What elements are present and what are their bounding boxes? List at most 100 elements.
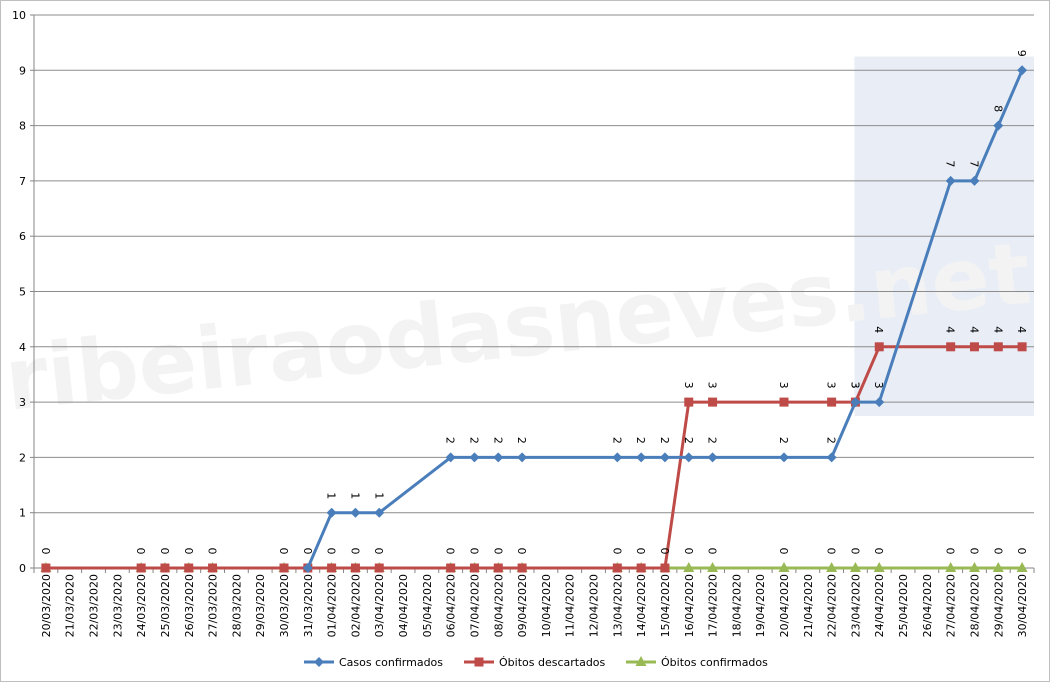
data-label: 2: [491, 437, 504, 444]
legend-marker: [474, 657, 484, 667]
data-point: [945, 175, 956, 186]
data-point: [849, 562, 861, 572]
data-point: [827, 397, 837, 407]
data-label: 0: [872, 548, 885, 555]
data-point: [993, 120, 1004, 131]
data-point: [708, 397, 718, 407]
data-label: 0: [610, 548, 623, 555]
x-tick-label: 02/04/2020: [349, 574, 362, 637]
x-tick-label: 05/04/2020: [421, 574, 434, 637]
data-point: [302, 563, 313, 573]
y-tick-label: 1: [19, 507, 26, 520]
data-label: 0: [967, 548, 980, 555]
data-point: [945, 562, 957, 572]
data-point: [350, 507, 361, 518]
data-label: 4: [1015, 326, 1028, 333]
data-label: 0: [634, 548, 647, 555]
x-tick-label: 27/04/2020: [945, 574, 958, 637]
data-label: 3: [848, 382, 861, 389]
data-point: [612, 452, 623, 463]
data-label: 0: [444, 548, 457, 555]
data-label: 2: [444, 437, 457, 444]
data-point: [660, 563, 670, 573]
data-point: [279, 563, 289, 573]
data-point: [350, 563, 360, 573]
data-point: [160, 563, 170, 573]
data-point: [779, 397, 789, 407]
y-tick-label: 3: [19, 396, 26, 409]
data-point: [636, 452, 647, 463]
data-label: 7: [944, 160, 957, 167]
x-tick-label: 24/04/2020: [873, 574, 886, 637]
data-label: 0: [467, 548, 480, 555]
data-label: 0: [1015, 548, 1028, 555]
series-1: [302, 65, 1028, 573]
series-2: [41, 342, 1027, 573]
x-tick-label: 31/03/2020: [302, 574, 315, 637]
y-tick-label: 0: [19, 562, 26, 575]
data-point: [517, 563, 527, 573]
y-tick-label: 8: [19, 120, 26, 133]
data-label: 0: [682, 548, 695, 555]
data-point: [873, 562, 885, 572]
x-tick-label: 03/04/2020: [373, 574, 386, 637]
data-label: 0: [277, 548, 290, 555]
data-label: 8: [991, 105, 1004, 112]
x-tick-label: 18/04/2020: [730, 574, 743, 637]
data-point: [778, 562, 790, 572]
x-tick-label: 04/04/2020: [397, 574, 410, 637]
data-point: [969, 175, 980, 186]
data-label: 0: [158, 548, 171, 555]
x-tick-label: 23/04/2020: [849, 574, 862, 637]
x-tick-label: 11/04/2020: [564, 574, 577, 637]
data-label: 1: [348, 492, 361, 499]
y-tick-label: 9: [19, 64, 26, 77]
data-label: 2: [777, 437, 790, 444]
x-tick-label: 20/03/2020: [40, 574, 53, 637]
data-label: 4: [991, 326, 1004, 333]
data-label: 0: [325, 548, 338, 555]
data-point: [636, 563, 646, 573]
x-tick-label: 24/03/2020: [135, 574, 148, 637]
legend-item-1: Casos confirmados: [304, 656, 443, 669]
x-tick-label: 09/04/2020: [516, 574, 529, 637]
data-point: [707, 452, 718, 463]
data-point: [874, 397, 885, 408]
data-label: 3: [682, 382, 695, 389]
data-label: 2: [706, 437, 719, 444]
legend-item-2: Óbitos descartados: [464, 656, 606, 669]
data-label: 0: [39, 548, 52, 555]
data-point: [779, 452, 789, 463]
data-label: 2: [610, 437, 623, 444]
data-point: [968, 562, 980, 572]
y-tick-label: 4: [19, 341, 26, 354]
x-tick-label: 14/04/2020: [635, 574, 648, 637]
data-point: [684, 397, 694, 407]
data-label: 0: [848, 548, 861, 555]
x-tick-label: 30/04/2020: [1016, 574, 1029, 637]
data-label: 1: [325, 492, 338, 499]
data-point: [374, 507, 385, 518]
data-label: 0: [777, 548, 790, 555]
x-tick-label: 15/04/2020: [659, 574, 672, 637]
x-tick-label: 29/04/2020: [992, 574, 1005, 637]
x-tick-label: 26/04/2020: [921, 574, 934, 637]
x-tick-label: 22/03/2020: [88, 574, 101, 637]
data-label: 2: [634, 437, 647, 444]
legend-marker: [314, 657, 324, 667]
data-point: [446, 563, 456, 573]
legend-marker: [635, 656, 647, 666]
data-point: [1017, 65, 1028, 76]
legend-item-3: Óbitos confirmados: [626, 656, 768, 669]
y-tick-label: 6: [19, 230, 26, 243]
y-tick-label: 5: [19, 286, 26, 299]
x-tick-label: 27/03/2020: [207, 574, 220, 637]
data-point: [326, 507, 337, 518]
data-point: [874, 342, 884, 352]
x-tick-label: 17/04/2020: [707, 574, 720, 637]
data-point: [683, 452, 694, 463]
x-tick-label: 10/04/2020: [540, 574, 553, 637]
data-point: [850, 397, 861, 408]
